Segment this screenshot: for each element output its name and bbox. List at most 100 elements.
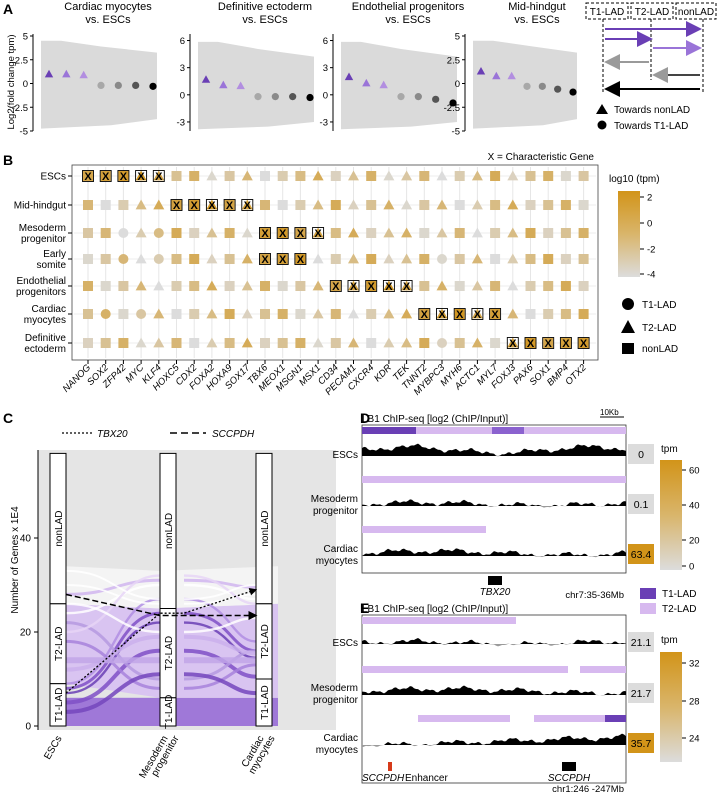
stream-flow — [65, 672, 161, 714]
stream-flow — [183, 663, 257, 690]
t2lad-triangle — [312, 308, 324, 319]
panel-a-ylabel: Log2(fold change tpm) — [6, 34, 17, 129]
t2lad-triangle — [153, 199, 165, 210]
triangle-point — [476, 66, 486, 75]
nonlad-square — [118, 171, 129, 181]
triangle-point — [507, 71, 516, 80]
nonlad-square — [83, 338, 93, 348]
nonlad-square — [330, 228, 341, 238]
panel-letter-e: E — [360, 600, 369, 616]
t2lad-triangle — [153, 308, 165, 319]
characteristic-mark: X — [368, 281, 376, 293]
nonlad-square — [366, 254, 377, 264]
characteristic-mark: X — [102, 171, 110, 183]
nonlad-square — [454, 338, 465, 348]
lad-domain-bar — [362, 476, 626, 483]
diagram-label-t2: T2-LAD — [635, 7, 669, 18]
row-label: Early — [43, 249, 66, 260]
nonlad-square — [224, 228, 235, 238]
tpm-value: 35.7 — [631, 738, 652, 750]
lb1-signal-positive — [362, 499, 626, 506]
t2lad-triangle — [401, 253, 413, 264]
stream-flow — [183, 584, 257, 601]
nonlad-square — [525, 338, 536, 348]
triangle-point — [236, 81, 245, 90]
nonlad-square — [295, 254, 306, 264]
chart-title-line1: Endothelial progenitors — [352, 1, 465, 13]
characteristic-mark: X — [456, 309, 464, 321]
colorbar-tick-label: 32 — [689, 659, 700, 670]
stream-flow — [65, 574, 161, 634]
nonlad-square — [560, 171, 571, 181]
stage-box-label: T2-LAD — [260, 624, 271, 658]
triangle-point — [362, 78, 371, 87]
stage-box — [255, 678, 273, 727]
y-tick-label: -3 — [320, 117, 328, 128]
lad-domain-bar — [418, 715, 510, 722]
row-label: Mid-hindgut — [14, 201, 66, 212]
gene-body — [562, 762, 576, 771]
characteristic-box — [312, 227, 325, 239]
nonlad-square — [118, 200, 129, 210]
nonlad-square — [578, 309, 589, 319]
characteristic-mark: X — [261, 254, 269, 266]
t2lad-triangle — [436, 170, 448, 181]
legend-towards-nonlad: Towards nonLAD — [614, 105, 690, 116]
nonlad-square — [578, 200, 589, 210]
characteristic-box — [99, 170, 112, 182]
nonlad-square — [224, 281, 235, 291]
t2lad-triangle — [383, 253, 395, 264]
nonlad-square — [454, 171, 465, 181]
characteristic-mark: X — [137, 171, 145, 183]
triangle-point — [62, 69, 71, 78]
t2lad-triangle — [135, 199, 147, 210]
track-label: Mesoderm — [311, 494, 358, 505]
nonlad-square — [295, 281, 306, 291]
nonlad-square — [118, 281, 129, 291]
t2lad-triangle — [507, 337, 519, 348]
lb1-signal-positive — [362, 733, 626, 745]
nonlad-square — [366, 171, 377, 181]
stream-flow — [183, 634, 257, 656]
circle-point — [397, 93, 405, 101]
nonlad-square — [419, 309, 430, 319]
legend-circle-icon — [597, 120, 607, 130]
t2lad-triangle — [206, 337, 218, 348]
t2lad-triangle — [348, 253, 359, 264]
y-tick-label: 5 — [23, 32, 28, 43]
t2lad-triangle — [471, 308, 483, 319]
characteristic-box — [259, 253, 271, 265]
t1lad-circle — [153, 228, 164, 238]
gene-label: SCCPDH — [548, 773, 591, 784]
nonlad-square — [83, 200, 93, 210]
tpm-value: 63.4 — [631, 549, 652, 561]
t2lad-triangle — [401, 227, 413, 238]
nonlad-square — [543, 200, 554, 210]
stream-flow — [65, 583, 161, 615]
triangle-point — [379, 80, 388, 89]
nonlad-square — [330, 281, 341, 291]
tpm-value: 0.1 — [634, 499, 649, 511]
locus-label: chr7:35-36Mb — [565, 590, 624, 601]
nonlad-square — [543, 309, 554, 319]
t2lad-triangle — [241, 337, 253, 348]
characteristic-box — [400, 280, 413, 292]
gene-label: TBX20 — [480, 587, 511, 598]
legend-tbx20: TBX20 — [97, 429, 128, 440]
triangle-point — [219, 80, 228, 89]
nonlad-square — [543, 338, 554, 348]
panel-e-colorbar — [660, 652, 682, 762]
lad-domain-bar — [416, 427, 492, 434]
t2lad-triangle — [312, 337, 324, 348]
track-label: Cardiac — [324, 544, 358, 555]
tpm-value: 21.1 — [631, 637, 652, 649]
t2lad-triangle — [471, 170, 483, 181]
stream-flow — [65, 578, 161, 596]
track-frame — [361, 614, 627, 784]
t2lad-triangle — [241, 170, 253, 181]
legend-t1lad-swatch — [640, 588, 656, 599]
nonlad-square — [454, 254, 465, 264]
enhancer-label: Enhancer — [405, 773, 448, 784]
t2lad-triangle — [471, 227, 483, 238]
stream-flow — [65, 584, 161, 605]
